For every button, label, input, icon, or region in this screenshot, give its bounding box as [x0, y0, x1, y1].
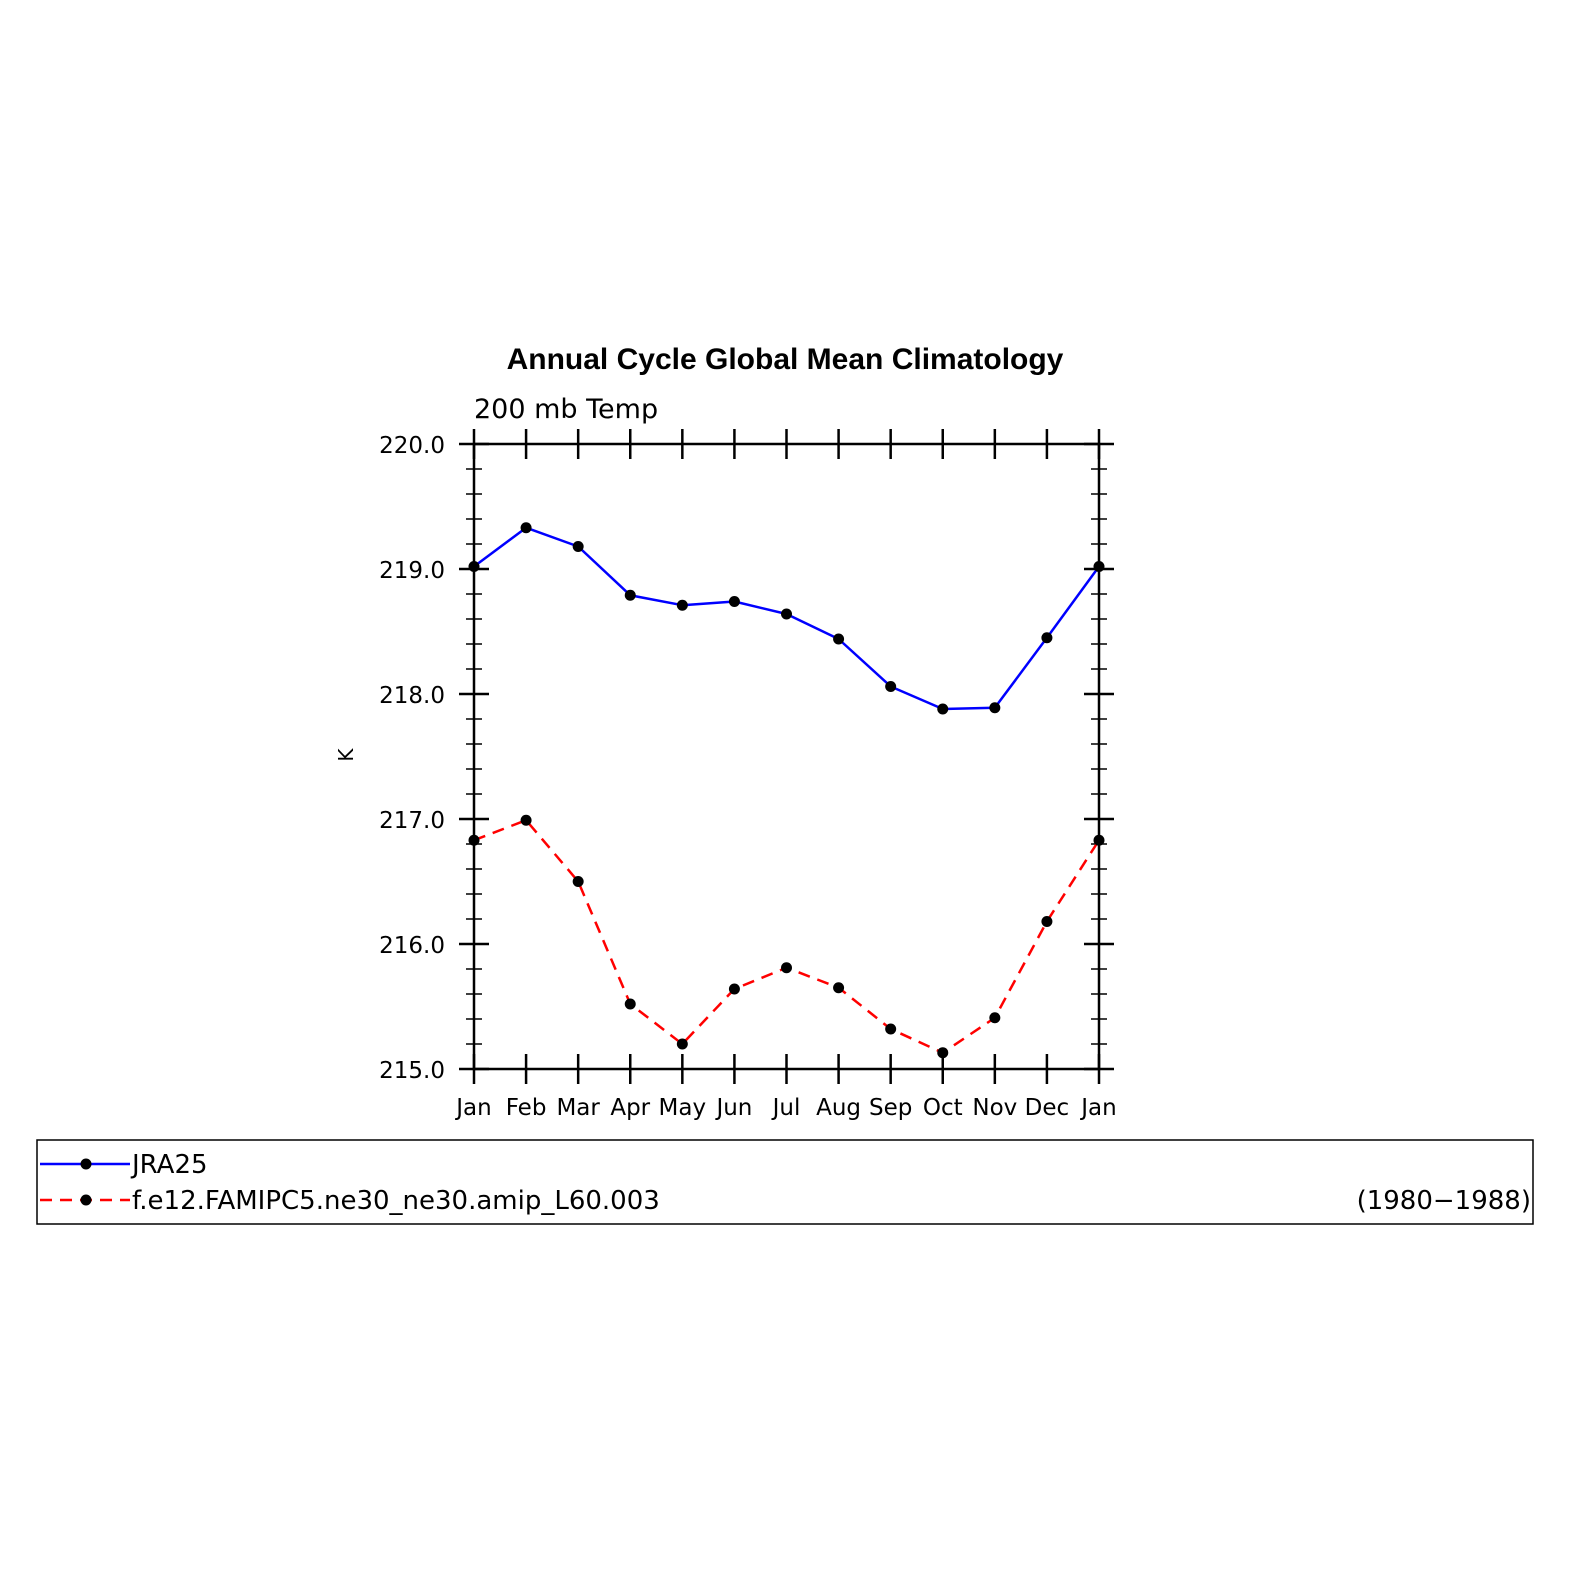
x-tick-label: Jan	[454, 1095, 491, 1121]
x-tick-label: Apr	[610, 1095, 650, 1121]
y-tick-label: 217.0	[379, 808, 445, 834]
series-line-1	[473, 818, 1101, 1055]
data-point-0	[833, 633, 845, 645]
x-tick-label: Mar	[556, 1095, 600, 1121]
y-tick-labels: 215.0 216.0 217.0 218.0 219.0 220.0	[379, 433, 445, 1084]
legend-label-model: f.e12.FAMIPC5.ne30_ne30.amip_L60.003	[132, 1186, 660, 1216]
x-tick-label: Jan	[1079, 1095, 1116, 1121]
legend: JRA25 f.e12.FAMIPC5.ne30_ne30.amip_L60.0…	[36, 1139, 1534, 1225]
data-point-1	[989, 1012, 1001, 1024]
x-tick-label: Oct	[923, 1095, 963, 1121]
data-point-0	[676, 599, 688, 611]
data-point-1	[624, 998, 636, 1010]
x-tick-label: Jun	[714, 1095, 752, 1121]
data-point-1	[468, 834, 480, 846]
plot-frame	[472, 442, 1101, 1071]
data-point-0	[1093, 561, 1105, 572]
data-point-0	[572, 541, 584, 552]
legend-marker-model	[80, 1194, 92, 1206]
data-point-1	[676, 1038, 688, 1050]
x-tick-label: Aug	[816, 1095, 861, 1121]
x-tick-labels: Jan Feb Mar Apr May Jun Jul Aug Sep Oct Nov Dec Jan	[454, 1095, 1116, 1121]
y-tick-label: 218.0	[379, 683, 445, 709]
data-point-1	[520, 814, 532, 826]
x-tick-label: Dec	[1025, 1095, 1070, 1121]
legend-date-range: (1980−1988)	[1357, 1186, 1531, 1216]
x-tick-label: Feb	[506, 1095, 547, 1121]
data-point-1	[781, 962, 792, 974]
y-tick-label: 220.0	[379, 433, 445, 459]
series-layer	[468, 522, 1105, 1059]
data-point-1	[1093, 834, 1105, 846]
chart-subtitle: 200 mb Temp	[474, 394, 658, 425]
legend-box	[36, 1139, 1534, 1225]
data-point-1	[572, 876, 584, 887]
data-point-0	[1041, 632, 1053, 644]
legend-marker-jra25	[80, 1158, 92, 1170]
y-tick-label: 219.0	[379, 558, 445, 584]
data-point-0	[885, 681, 897, 692]
data-point-0	[624, 589, 636, 601]
y-axis-label: K	[334, 748, 358, 762]
axis-ticks	[459, 429, 1114, 1084]
data-point-0	[468, 561, 480, 572]
chart-title: Annual Cycle Global Mean Climatology	[507, 343, 1064, 376]
x-tick-label: Nov	[972, 1095, 1017, 1121]
data-point-1	[937, 1047, 949, 1059]
data-point-1	[1041, 916, 1053, 927]
data-point-0	[520, 522, 532, 534]
data-point-0	[937, 703, 949, 715]
legend-label-jra25: JRA25	[130, 1150, 208, 1180]
data-point-0	[781, 608, 792, 620]
x-tick-label: Sep	[869, 1095, 912, 1121]
y-tick-label: 216.0	[379, 933, 445, 959]
x-tick-label: Jul	[771, 1095, 801, 1121]
data-point-1	[885, 1023, 897, 1035]
data-point-0	[728, 596, 740, 607]
data-point-1	[833, 982, 845, 994]
y-tick-label: 215.0	[379, 1058, 445, 1084]
x-tick-label: May	[659, 1095, 707, 1121]
data-point-1	[728, 983, 740, 995]
data-point-0	[989, 702, 1001, 714]
